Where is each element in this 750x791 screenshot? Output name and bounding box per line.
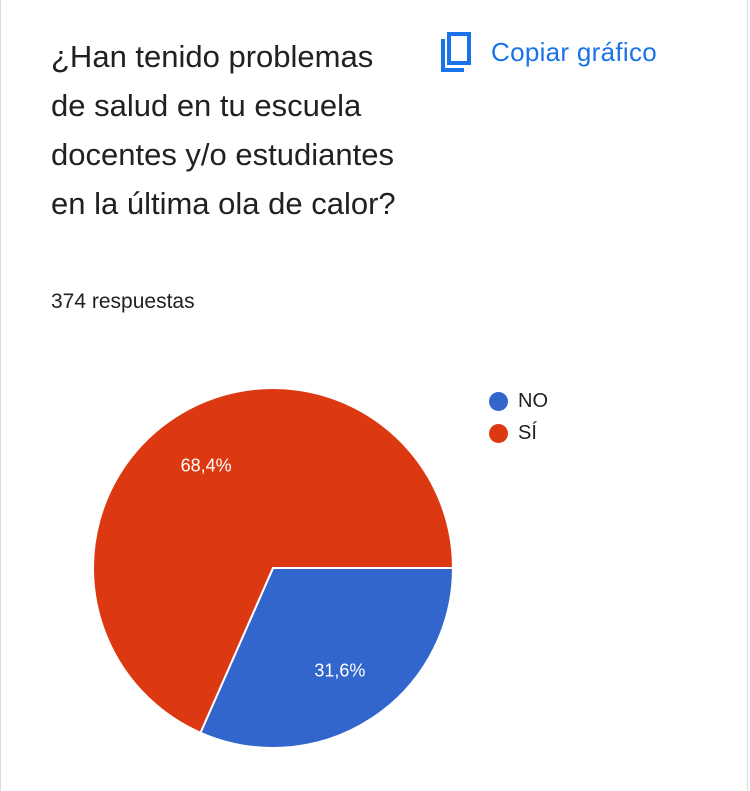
pie-label-si: 68,4% [181,455,232,475]
legend-label-si: SÍ [518,421,537,444]
question-title: ¿Han tenido problemas de salud en tu esc… [51,39,396,221]
pie-chart: 31,6% 68,4% [92,387,455,749]
pie-slice-si[interactable] [92,387,455,735]
copy-chart-button[interactable]: Copiar gráfico [437,30,657,74]
responses-count: 374 respuestas [51,290,195,313]
pie-label-no: 31,6% [314,661,365,681]
legend-dot-si [489,423,508,443]
pie-slice-no[interactable] [199,567,455,749]
legend-dot-no [489,391,508,411]
copy-chart-label: Copiar gráfico [491,36,658,67]
copy-icon [441,32,471,72]
legend-item-no[interactable]: NO [489,385,548,417]
legend-item-si[interactable]: SÍ [489,417,548,449]
legend-label-no: NO [518,389,548,412]
chart-legend: NO SÍ [489,385,548,449]
